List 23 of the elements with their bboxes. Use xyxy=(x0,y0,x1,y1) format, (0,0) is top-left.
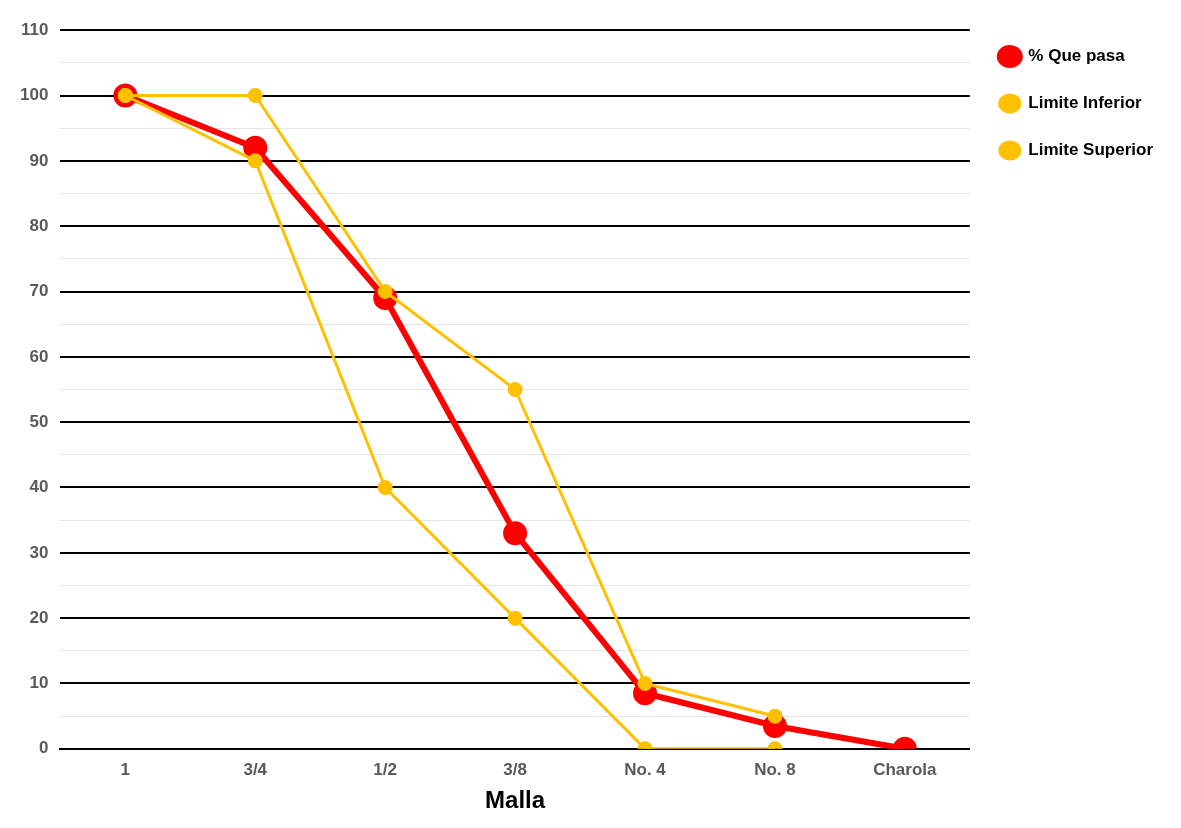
y-tick-label: 40 xyxy=(29,477,49,497)
legend-label: Limite Superior xyxy=(1028,140,1154,160)
y-tick-label: 0 xyxy=(38,738,49,758)
x-tick-label: 1/2 xyxy=(373,759,397,779)
y-tick-label: 100 xyxy=(19,85,49,105)
x-tick-label: No. 4 xyxy=(624,759,667,779)
y-tick-label: 80 xyxy=(29,215,49,235)
y-tick-label: 10 xyxy=(29,673,49,693)
x-tick-label: 3/4 xyxy=(243,759,268,779)
y-tick-label: 60 xyxy=(29,346,49,366)
y-tick-label: 50 xyxy=(29,411,49,431)
x-tick-label: Charola xyxy=(873,759,938,779)
x-tick-label: 1 xyxy=(120,759,131,779)
x-tick-label: 3/8 xyxy=(503,759,527,779)
y-tick-label: 110 xyxy=(20,19,49,39)
y-tick-label: 30 xyxy=(29,542,49,562)
y-tick-label: 90 xyxy=(29,150,49,170)
x-axis-title: Malla xyxy=(485,786,546,814)
legend-label: % Que pasa xyxy=(1028,46,1126,66)
legend-label: Limite Inferior xyxy=(1028,93,1143,113)
y-tick-label: 20 xyxy=(29,607,49,627)
x-tick-label: No. 8 xyxy=(754,759,796,779)
y-tick-label: 70 xyxy=(29,281,49,301)
